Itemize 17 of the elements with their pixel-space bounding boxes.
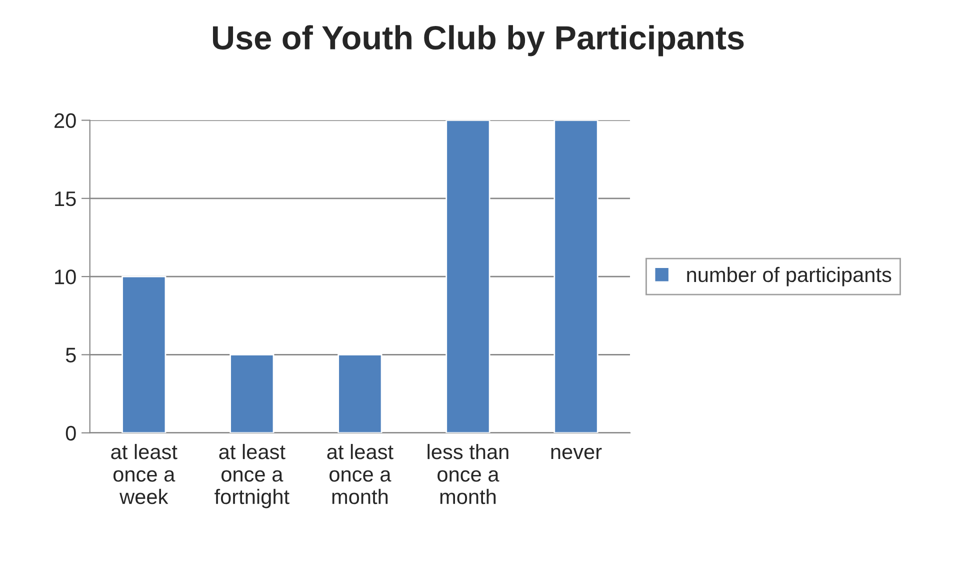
bar bbox=[122, 276, 166, 433]
x-tick-label: at least once a week bbox=[111, 444, 178, 504]
bar bbox=[554, 120, 598, 433]
x-tick-label: at least once a month bbox=[327, 444, 394, 504]
x-tick-label: never bbox=[551, 448, 602, 460]
y-tick-label: 10 bbox=[55, 270, 76, 284]
legend-label: number of participants bbox=[687, 266, 892, 286]
x-tick-label: at least once a fortnight bbox=[214, 444, 290, 508]
y-tick-label: 5 bbox=[66, 348, 76, 362]
bar bbox=[230, 354, 274, 433]
y-tick-label: 0 bbox=[66, 426, 76, 441]
bar bbox=[338, 354, 382, 433]
bar bbox=[446, 120, 490, 433]
y-tick-label: 20 bbox=[54, 113, 76, 128]
y-tick-label: 15 bbox=[55, 192, 76, 206]
x-tick-label: less than once a month bbox=[428, 444, 508, 504]
chart-title: Use of Youth Club by Participants bbox=[212, 25, 744, 56]
